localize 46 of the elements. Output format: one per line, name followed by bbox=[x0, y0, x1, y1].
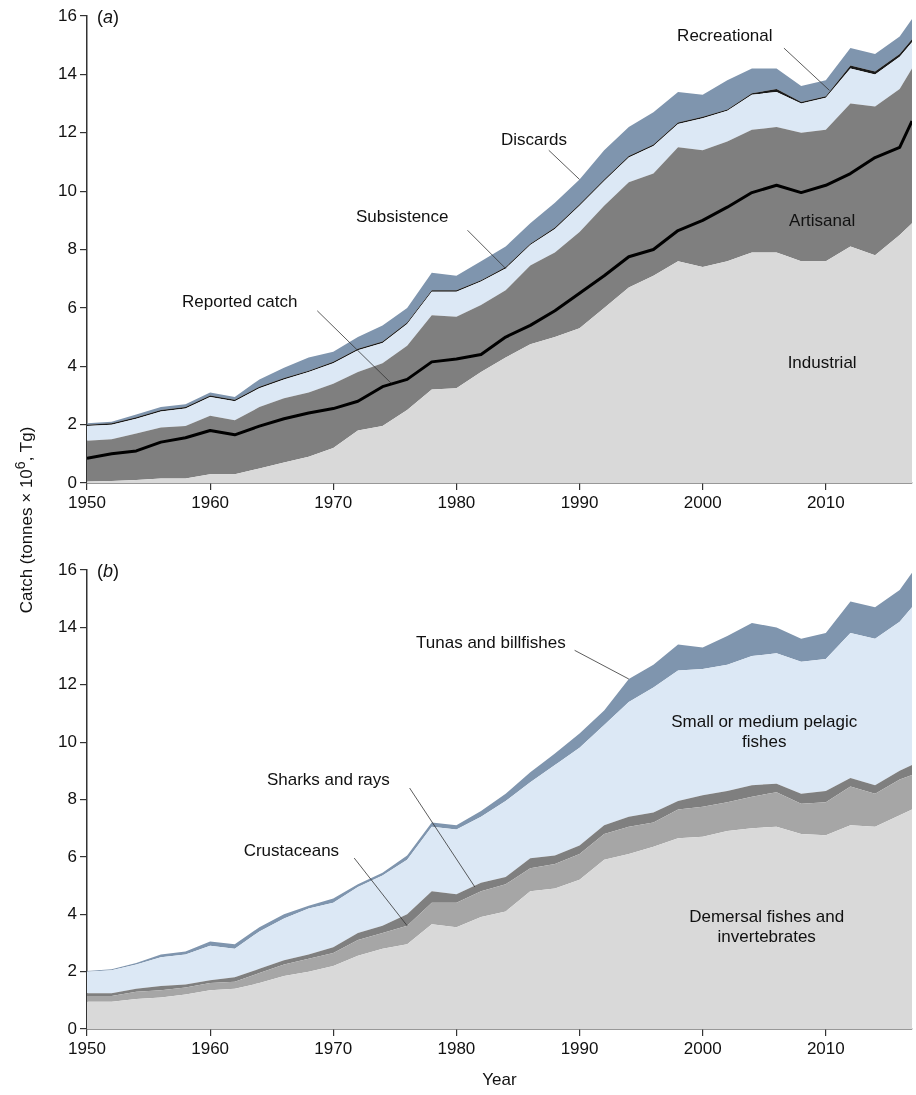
y-tick-label: 0 bbox=[67, 472, 77, 492]
y-tick-label: 8 bbox=[67, 789, 77, 809]
y-tick-label: 2 bbox=[67, 414, 77, 434]
y-tick-label: 10 bbox=[58, 731, 77, 751]
series-label: Demersal fishes and invertebrates bbox=[689, 906, 845, 946]
x-tick-label: 1990 bbox=[560, 1038, 599, 1058]
y-tick-label: 4 bbox=[67, 355, 77, 375]
x-tick-label: 1960 bbox=[191, 492, 230, 512]
y-tick-label: 4 bbox=[67, 903, 77, 923]
annotation: Crustaceans bbox=[243, 840, 340, 860]
series-label: Artisanal bbox=[789, 211, 856, 231]
y-tick-label: 6 bbox=[67, 846, 77, 866]
x-tick-label: 2010 bbox=[806, 1038, 845, 1058]
x-tick-label: 1960 bbox=[191, 1038, 230, 1058]
x-tick-label: 1950 bbox=[68, 1038, 106, 1058]
series-label: Industrial bbox=[787, 353, 857, 373]
y-tick-label: 0 bbox=[67, 1018, 77, 1038]
x-tick-label: 2010 bbox=[806, 492, 845, 512]
x-axis-title: Year bbox=[482, 1070, 518, 1090]
annotation: Subsistence bbox=[355, 207, 449, 227]
y-tick-label: 8 bbox=[67, 239, 77, 259]
x-tick-label: 1970 bbox=[314, 1038, 353, 1058]
x-tick-label: 1970 bbox=[314, 492, 353, 512]
y-tick-label: 6 bbox=[67, 297, 77, 317]
annotation: Reported catch bbox=[182, 291, 298, 311]
x-tick-label: 2000 bbox=[683, 1038, 722, 1058]
x-tick-label: 1990 bbox=[560, 492, 599, 512]
annotation: Tunas and billfishes bbox=[416, 632, 566, 652]
y-tick-label: 12 bbox=[58, 674, 77, 694]
x-tick-label: 1980 bbox=[437, 1038, 476, 1058]
y-tick-label: 10 bbox=[58, 180, 77, 200]
x-tick-label: 1980 bbox=[437, 492, 476, 512]
y-tick-label: 12 bbox=[58, 122, 77, 142]
x-tick-label: 1950 bbox=[68, 492, 106, 512]
x-tick-label: 2000 bbox=[683, 492, 722, 512]
y-tick-label: 14 bbox=[58, 617, 77, 637]
y-tick-label: 14 bbox=[58, 64, 77, 84]
chart-title: (a) bbox=[97, 6, 119, 27]
annotation: Recreational bbox=[677, 26, 773, 46]
series-label: Small or medium pelagic fishes bbox=[671, 711, 858, 751]
y-tick-label: 16 bbox=[58, 559, 77, 579]
annotation: Sharks and rays bbox=[266, 769, 390, 789]
annotation: Discards bbox=[500, 129, 568, 149]
y-tick-label: 16 bbox=[58, 5, 77, 25]
chart-title: (b) bbox=[97, 560, 119, 581]
y-tick-label: 2 bbox=[67, 961, 77, 981]
